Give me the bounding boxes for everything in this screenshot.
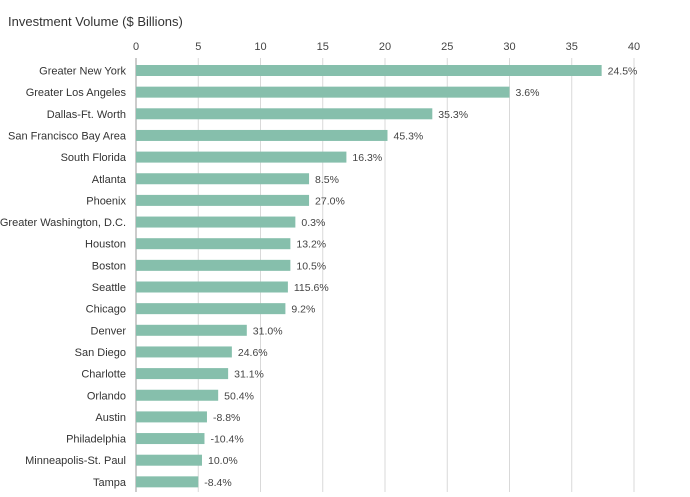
category-label: Dallas-Ft. Worth xyxy=(47,109,126,121)
bar xyxy=(136,433,205,445)
category-label: Atlanta xyxy=(92,174,127,186)
chart-title: Investment Volume ($ Billions) xyxy=(8,14,183,29)
category-label: San Francisco Bay Area xyxy=(8,130,127,142)
bar xyxy=(136,151,347,163)
data-label: 27.0% xyxy=(315,195,345,207)
x-tick-label: 40 xyxy=(628,41,640,53)
bar xyxy=(136,303,286,315)
category-label: Denver xyxy=(91,325,127,337)
bar xyxy=(136,281,288,293)
data-label: 35.3% xyxy=(438,109,468,121)
category-label: Seattle xyxy=(92,282,126,294)
category-label: Boston xyxy=(92,260,126,272)
category-labels: Greater New York Greater Los Angeles Dalla… xyxy=(0,66,127,489)
bar xyxy=(136,368,229,380)
data-label: 24.6% xyxy=(238,347,268,359)
x-tick-label: 0 xyxy=(133,41,139,53)
category-label: Houston xyxy=(85,239,126,251)
bar xyxy=(136,476,199,488)
data-label: 10.0% xyxy=(208,455,238,467)
grid-lines xyxy=(135,58,635,492)
data-label: 45.3% xyxy=(393,130,423,142)
data-label: 9.2% xyxy=(291,304,315,316)
bar xyxy=(136,454,202,466)
category-label: Orlando xyxy=(87,390,126,402)
x-tick-label: 25 xyxy=(441,41,453,53)
data-label: 31.1% xyxy=(234,369,264,381)
category-label: Greater New York xyxy=(39,66,126,78)
category-label: Tampa xyxy=(93,477,127,489)
bar xyxy=(136,346,232,358)
category-label: Minneapolis-St. Paul xyxy=(25,455,126,467)
data-label: 10.5% xyxy=(296,260,326,272)
data-label: 8.5% xyxy=(315,174,339,186)
bar xyxy=(136,411,207,423)
x-axis-ticks: 0 5 10 15 20 25 30 35 40 xyxy=(133,41,640,53)
bar xyxy=(136,86,510,98)
data-label: 31.0% xyxy=(253,325,283,337)
data-label: -10.4% xyxy=(210,434,243,446)
category-label: Chicago xyxy=(86,304,126,316)
category-label: Philadelphia xyxy=(66,434,127,446)
category-label: Phoenix xyxy=(86,195,126,207)
x-tick-label: 30 xyxy=(503,41,515,53)
bar xyxy=(136,65,602,76)
x-tick-label: 10 xyxy=(254,41,266,53)
data-label: 0.3% xyxy=(301,217,325,229)
bar xyxy=(136,238,291,250)
x-tick-label: 35 xyxy=(566,41,578,53)
category-label: South Florida xyxy=(61,152,127,164)
bar xyxy=(136,194,310,206)
data-label: 13.2% xyxy=(296,239,326,251)
bar xyxy=(136,108,433,120)
data-label: -8.8% xyxy=(213,412,240,424)
data-label: 24.5% xyxy=(608,66,638,78)
data-labels: 24.5% 3.6% 35.3% 45.3% 16.3% 8.5% 27.0% 0.3% 13.… xyxy=(204,66,637,489)
bar xyxy=(136,324,247,336)
data-label: 50.4% xyxy=(224,390,254,402)
x-tick-label: 15 xyxy=(317,41,329,53)
data-label: 3.6% xyxy=(516,87,540,99)
bar xyxy=(136,173,310,185)
bar xyxy=(136,389,219,401)
bar xyxy=(136,216,296,228)
x-tick-label: 5 xyxy=(195,41,201,53)
x-tick-label: 20 xyxy=(379,41,391,53)
category-label: Charlotte xyxy=(81,369,126,381)
category-label: Austin xyxy=(95,412,126,424)
bars xyxy=(136,65,602,488)
data-label: 115.6% xyxy=(294,282,329,294)
category-label: Greater Washington, D.C. xyxy=(0,217,126,229)
category-label: San Diego xyxy=(75,347,126,359)
data-label: 16.3% xyxy=(352,152,382,164)
bar xyxy=(136,129,388,141)
category-label: Greater Los Angeles xyxy=(26,87,127,99)
data-label: -8.4% xyxy=(204,477,231,489)
bar xyxy=(136,259,291,271)
